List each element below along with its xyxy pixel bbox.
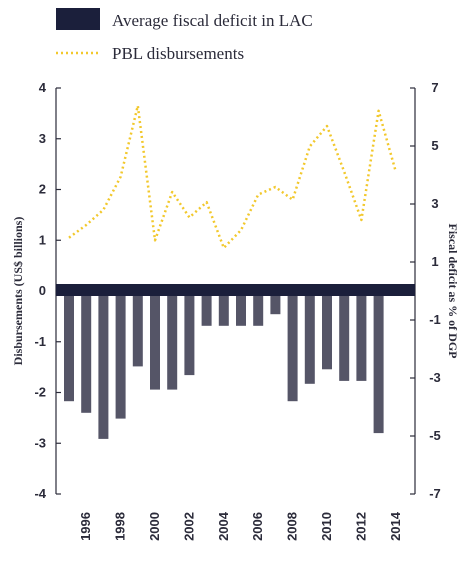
bar-1995 [64, 291, 74, 402]
bar-2011 [339, 291, 350, 381]
bar-2007 [270, 291, 281, 315]
x-tick-label: 2008 [285, 512, 300, 541]
left-tick-label: -3 [34, 435, 46, 450]
bar-2005 [236, 291, 246, 326]
right-tick-label: -7 [429, 486, 441, 501]
pbl-line [68, 104, 398, 250]
x-tick-label: 2012 [353, 512, 368, 541]
x-tick-label: 1996 [78, 512, 93, 541]
bar-2000 [150, 291, 160, 390]
right-tick-label: -1 [429, 312, 441, 327]
bar-2012 [356, 291, 367, 381]
bar-2009 [304, 291, 315, 384]
legend-label-line: PBL disbursements [112, 44, 244, 63]
left-tick-label: 4 [39, 80, 47, 95]
right-tick-label: -5 [429, 428, 441, 443]
bar-2006 [253, 291, 264, 326]
bar-2003 [201, 291, 212, 326]
left-tick-label: -4 [34, 486, 46, 501]
left-tick-label: 2 [39, 182, 46, 197]
right-tick-label: 5 [431, 138, 438, 153]
bar-2010 [322, 291, 332, 370]
x-tick-label: 2002 [181, 512, 196, 541]
bar-1996 [81, 291, 92, 413]
right-tick-label: 3 [431, 196, 438, 211]
x-tick-label: 1998 [113, 512, 128, 541]
x-axis: 1996 1998 2000 2002 2004 2006 2008 2010 2012 2014 [78, 511, 403, 541]
bar-1997 [98, 291, 109, 439]
bar-1998 [115, 291, 126, 419]
zero-baseline [56, 284, 415, 296]
y-axis-title-right: Fiscal deficit as % of DGP [446, 224, 460, 359]
right-tick-label: 7 [431, 80, 438, 95]
left-tick-label: -1 [34, 334, 46, 349]
x-tick-label: 2010 [319, 512, 334, 541]
bar-2002 [184, 291, 195, 376]
x-tick-label: 2006 [250, 512, 265, 541]
x-tick-label: 2014 [388, 511, 403, 541]
bars-layer [64, 291, 384, 439]
line-layer [68, 104, 398, 250]
x-tick-label: 2000 [147, 512, 162, 541]
legend: Average fiscal deficit in LAC PBL disbur… [56, 8, 313, 63]
bar-2004 [218, 291, 229, 326]
left-tick-label: 1 [39, 232, 46, 247]
bar-1999 [132, 291, 143, 367]
legend-bar-swatch [56, 8, 100, 30]
left-tick-label: 3 [39, 131, 46, 146]
right-tick-label: -3 [429, 370, 441, 385]
left-tick-label: -2 [34, 385, 46, 400]
bar-2008 [287, 291, 298, 402]
bar-2001 [167, 291, 178, 390]
y-axis-title-left: Disbursements (US$ billions) [11, 217, 25, 366]
legend-label-bars: Average fiscal deficit in LAC [112, 11, 313, 30]
left-tick-label: 0 [39, 283, 46, 298]
right-tick-label: 1 [431, 254, 438, 269]
bar-2013 [373, 291, 384, 434]
x-tick-label: 2004 [216, 511, 231, 541]
